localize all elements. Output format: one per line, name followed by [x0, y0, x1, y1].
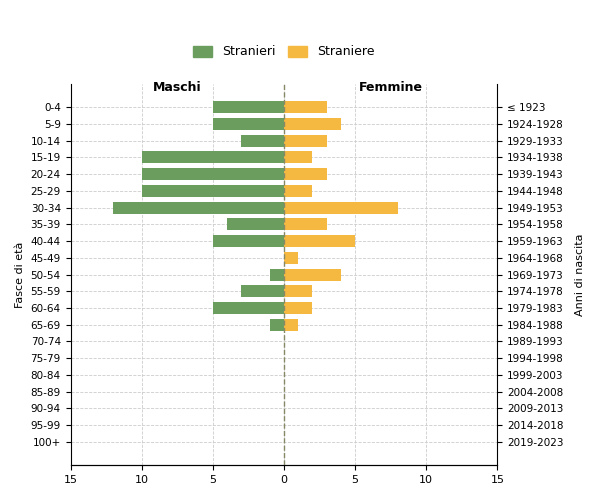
Legend: Stranieri, Straniere: Stranieri, Straniere [188, 40, 379, 64]
Bar [284, 185, 313, 197]
Bar [213, 235, 284, 247]
Bar [142, 185, 284, 197]
Bar [284, 235, 355, 247]
Bar [142, 168, 284, 180]
Bar [284, 286, 313, 298]
Bar [241, 134, 284, 146]
Bar [284, 118, 341, 130]
Bar [270, 268, 284, 280]
Bar [284, 168, 326, 180]
Bar [241, 286, 284, 298]
Bar [284, 302, 313, 314]
Bar [284, 318, 298, 331]
Bar [270, 318, 284, 331]
Y-axis label: Fasce di età: Fasce di età [15, 242, 25, 308]
Bar [284, 252, 298, 264]
Bar [213, 302, 284, 314]
Bar [142, 152, 284, 164]
Bar [284, 101, 326, 113]
Text: Maschi: Maschi [153, 81, 202, 94]
Bar [284, 134, 326, 146]
Bar [213, 118, 284, 130]
Bar [113, 202, 284, 213]
Bar [284, 152, 313, 164]
Text: Femmine: Femmine [359, 81, 422, 94]
Bar [213, 101, 284, 113]
Bar [284, 202, 398, 213]
Bar [284, 268, 341, 280]
Y-axis label: Anni di nascita: Anni di nascita [575, 234, 585, 316]
Bar [227, 218, 284, 230]
Bar [284, 218, 326, 230]
